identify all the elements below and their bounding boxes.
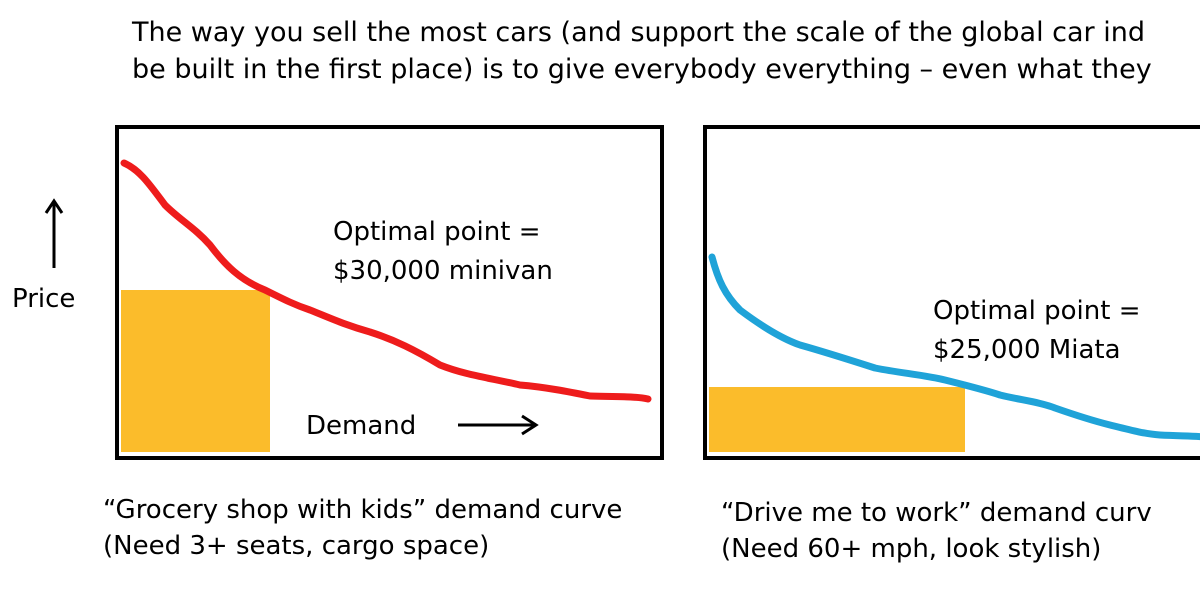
price-axis-label: Price — [12, 284, 76, 314]
right-optimal-line-2: $25,000 Miata — [933, 335, 1121, 365]
intro-line-1: The way you sell the most cars (and supp… — [132, 17, 1145, 48]
right-caption: “Drive me to work” demand curv (Need 60+… — [721, 495, 1152, 567]
right-optimal-line-1: Optimal point = — [933, 296, 1141, 326]
left-panel-frame — [115, 125, 664, 460]
right-demand-curve — [708, 253, 1200, 441]
right-caption-line-2: (Need 60+ mph, look stylish) — [721, 534, 1102, 564]
demand-axis-label: Demand — [306, 411, 416, 441]
right-panel-frame — [703, 125, 1200, 460]
left-caption-line-2: (Need 3+ seats, cargo space) — [103, 531, 490, 561]
right-caption-line-1: “Drive me to work” demand curv — [721, 498, 1152, 528]
right-demand-panel: Optimal point = $25,000 Miata — [703, 125, 1200, 460]
left-optimal-area — [121, 290, 270, 452]
intro-text: The way you sell the most cars (and supp… — [132, 14, 1200, 88]
demand-right-arrow-icon — [458, 414, 539, 436]
price-up-arrow-icon — [44, 198, 64, 268]
left-optimal-line-1: Optimal point = — [333, 217, 541, 247]
right-optimal-area — [709, 387, 965, 452]
left-demand-curve — [120, 159, 652, 403]
left-optimal-line-2: $30,000 minivan — [333, 256, 553, 286]
intro-line-2: be built in the first place) is to give … — [132, 54, 1152, 85]
left-demand-panel: Optimal point = $30,000 minivan Demand — [115, 125, 664, 460]
left-caption: “Grocery shop with kids” demand curve (N… — [103, 492, 622, 564]
left-caption-line-1: “Grocery shop with kids” demand curve — [103, 495, 623, 525]
